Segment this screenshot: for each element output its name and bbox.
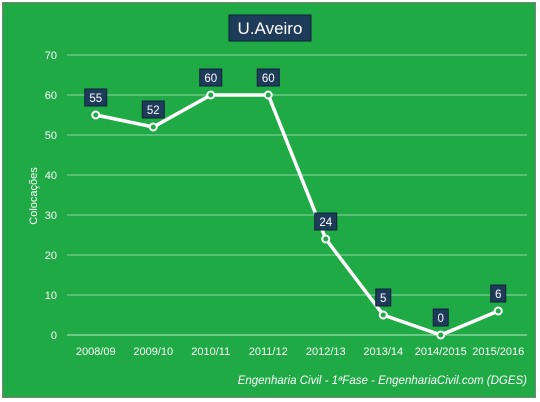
data-label: 0 <box>432 308 449 327</box>
data-label-box <box>432 308 449 327</box>
x-tick-label: 2011/12 <box>249 346 288 358</box>
data-label-text: 52 <box>147 105 160 117</box>
y-axis-label: Colocações <box>28 167 40 225</box>
data-point <box>493 306 503 316</box>
x-tick-label: 2008/09 <box>76 346 116 358</box>
data-label: 60 <box>199 68 223 87</box>
data-label-box <box>490 284 507 303</box>
data-point <box>206 90 216 100</box>
y-tick-label: 50 <box>45 130 57 142</box>
y-tick-label: 10 <box>45 290 57 302</box>
data-label-box <box>199 68 223 87</box>
data-point <box>321 234 331 244</box>
data-label-text: 60 <box>262 73 275 85</box>
chart-title: U.Aveiro <box>228 14 312 42</box>
data-label: 60 <box>256 68 280 87</box>
data-label-text: 5 <box>380 293 386 305</box>
x-tick-label: 2012/13 <box>306 346 346 358</box>
data-label: 5 <box>375 288 392 307</box>
chart-area: 0 10 20 30 40 50 60 70 2008/09 2009/10 2010/11 201… <box>2 2 536 398</box>
y-tick-label: 20 <box>45 250 57 262</box>
series-line <box>95 93 499 337</box>
data-label-text: 24 <box>319 217 332 229</box>
x-tick-label: 2015/2016 <box>472 346 524 358</box>
data-label-text: 0 <box>438 313 444 325</box>
data-label: 55 <box>84 88 108 107</box>
data-point <box>91 110 101 120</box>
data-label-box <box>84 88 108 107</box>
chart-title-text: U.Aveiro <box>238 19 303 38</box>
y-tick-label: 30 <box>45 210 57 222</box>
data-label-box <box>141 100 165 119</box>
data-point <box>436 330 446 340</box>
data-point <box>263 90 273 100</box>
data-label: 6 <box>490 284 507 303</box>
data-label-text: 55 <box>89 93 102 105</box>
source-footnote: Engenharia Civil - 1ªFase - EngenhariaCi… <box>238 375 527 387</box>
y-tick-label: 40 <box>45 170 57 182</box>
data-label: 52 <box>141 100 165 119</box>
y-tick-label: 60 <box>45 90 57 102</box>
y-tick-label: 70 <box>45 50 57 62</box>
x-tick-label: 2010/11 <box>191 346 230 358</box>
data-label-box <box>375 288 392 307</box>
x-tick-label: 2013/14 <box>363 346 403 358</box>
y-tick-label: 0 <box>51 330 57 342</box>
data-label: 24 <box>314 212 338 231</box>
data-point <box>148 122 158 132</box>
x-tick-label: 2014/2015 <box>415 346 467 358</box>
data-point <box>378 310 388 320</box>
data-label-box <box>314 212 338 231</box>
x-tick-label: 2009/10 <box>133 346 173 358</box>
data-label-text: 60 <box>204 73 217 85</box>
data-label-text: 6 <box>495 289 501 301</box>
data-label-box <box>256 68 280 87</box>
